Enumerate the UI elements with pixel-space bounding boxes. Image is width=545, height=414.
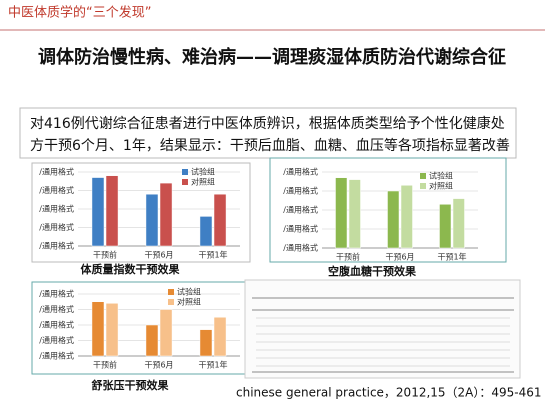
x-tick-label: 干预6月 <box>385 252 414 262</box>
bar <box>439 204 452 249</box>
bar <box>91 177 105 247</box>
chart-caption: 体质量指数干预效果 <box>81 262 180 276</box>
body-line: 对416例代谢综合征患者进行中医体质辨识，根据体质类型给予个性化健康处 <box>30 115 505 132</box>
bar <box>159 182 173 247</box>
y-tick-label: /通用格式 <box>39 167 74 177</box>
x-tick-label: 干预6月 <box>144 250 173 260</box>
legend-label: 试验组 <box>191 167 215 177</box>
y-tick-label: /通用格式 <box>283 243 318 253</box>
legend-label: 对照组 <box>191 177 215 187</box>
legend-swatch <box>420 183 426 189</box>
y-tick-label: /通用格式 <box>39 304 74 314</box>
x-tick-label: 干预6月 <box>144 360 173 370</box>
chart-caption: 舒张压干预效果 <box>92 378 169 392</box>
bar <box>452 198 465 249</box>
y-tick-label: /通用格式 <box>39 204 74 214</box>
bar <box>348 179 361 249</box>
chart-caption: 空腹血糖干预效果 <box>328 264 416 278</box>
x-tick-label: 干预前 <box>336 252 360 262</box>
bar <box>105 303 119 357</box>
legend-swatch <box>182 179 188 185</box>
header: 中医体质学的“三个发现” <box>8 5 151 21</box>
y-tick-label: /通用格式 <box>39 289 74 299</box>
y-tick-label: /通用格式 <box>39 241 74 251</box>
y-tick-label: /通用格式 <box>283 167 318 177</box>
y-tick-label: /通用格式 <box>283 205 318 215</box>
x-tick-label: 干预1年 <box>198 250 227 260</box>
legend-swatch <box>168 289 174 295</box>
y-tick-label: /通用格式 <box>39 222 74 232</box>
x-tick-label: 干预前 <box>93 360 117 370</box>
y-tick-label: /通用格式 <box>39 351 74 361</box>
bar <box>145 193 159 247</box>
body-line: 方干预6个月、1年，结果显示：干预后血脂、血糖、血压等各项指标显著改善 <box>30 137 510 154</box>
y-tick-label: /通用格式 <box>283 224 318 234</box>
text-box <box>19 107 517 159</box>
y-tick-label: /通用格式 <box>283 186 318 196</box>
bar <box>91 301 105 357</box>
legend-label: 试验组 <box>177 287 201 297</box>
bar <box>387 190 400 249</box>
legend-label: 对照组 <box>429 181 453 191</box>
legend-label: 试验组 <box>429 171 453 181</box>
legend-swatch <box>420 173 426 179</box>
bar <box>213 193 227 247</box>
legend-label: 对照组 <box>177 297 201 307</box>
bar <box>145 324 159 357</box>
table-image <box>244 279 521 379</box>
legend-swatch <box>168 299 174 305</box>
y-tick-label: /通用格式 <box>39 320 74 330</box>
y-tick-label: /通用格式 <box>39 185 74 195</box>
bar <box>335 177 348 249</box>
x-tick-label: 干预1年 <box>198 360 227 370</box>
bar <box>199 216 213 247</box>
title: 调体防治慢性病、难治病——调理痰湿体质防治代谢综合征 <box>38 46 506 68</box>
bar <box>159 309 173 357</box>
x-tick-label: 干预1年 <box>437 252 466 262</box>
bar <box>213 317 227 357</box>
x-tick-label: 干预前 <box>93 250 117 260</box>
citation: chinese general practice，2012,15（2A）：495… <box>236 386 542 400</box>
bar <box>400 185 413 249</box>
bar <box>199 329 213 357</box>
bar <box>105 175 119 247</box>
y-tick-label: /通用格式 <box>39 335 74 345</box>
legend-swatch <box>182 169 188 175</box>
